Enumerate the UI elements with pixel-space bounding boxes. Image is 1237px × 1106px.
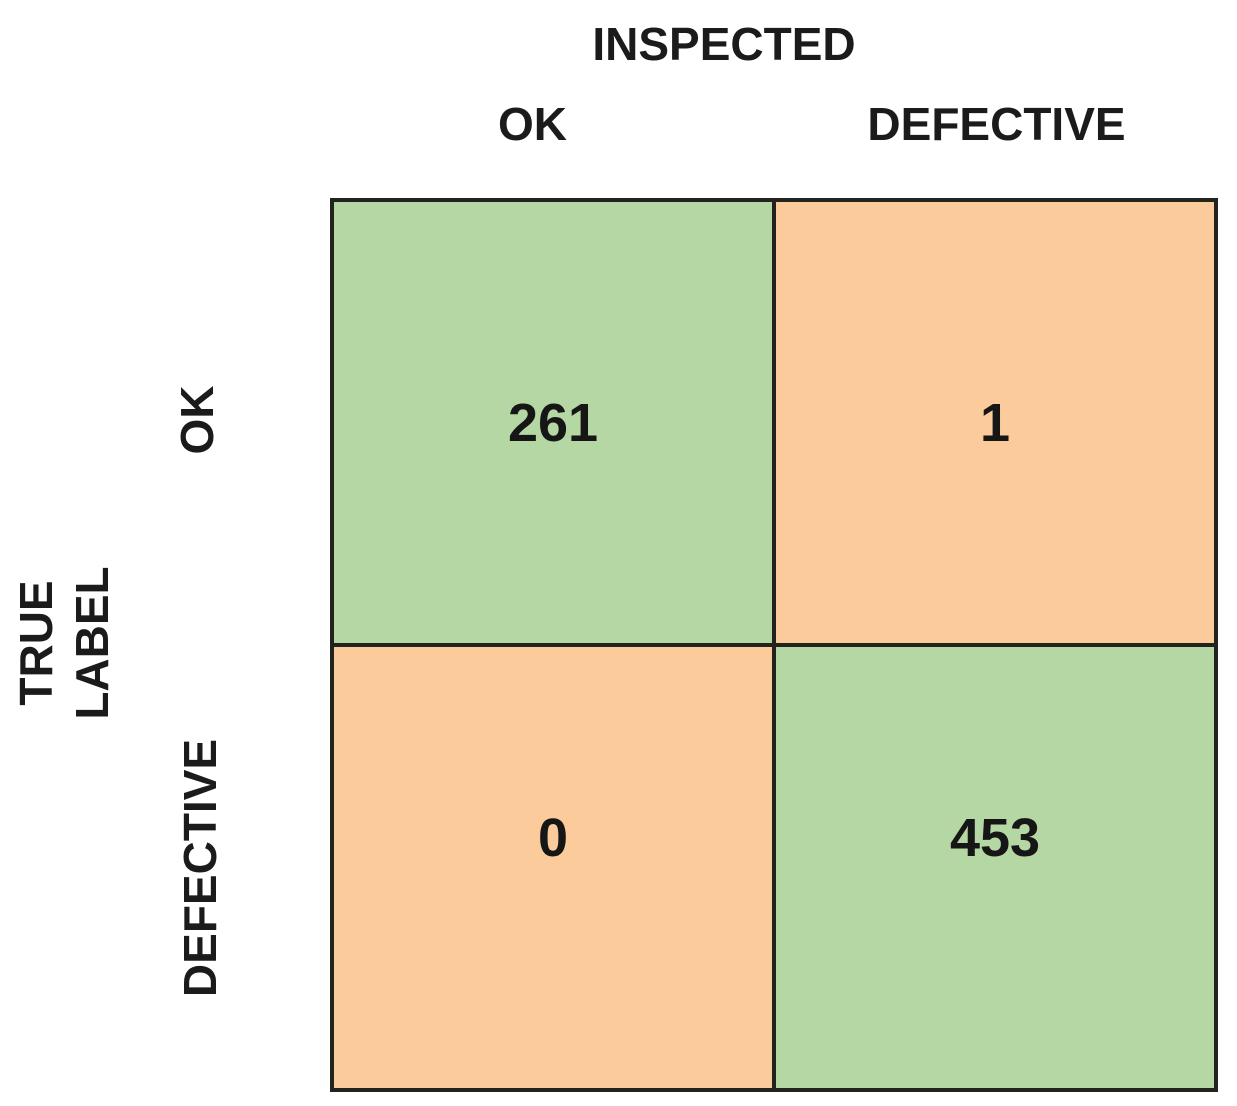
cell-true-defective-inspected-defective: 453 xyxy=(776,647,1214,1088)
cell-value: 453 xyxy=(949,807,1041,868)
y-axis-title: TRUE LABEL xyxy=(8,533,128,753)
y-axis-title-line-1: TRUE xyxy=(10,580,62,706)
row-header-defective: DEFECTIVE xyxy=(174,738,226,998)
cell-true-ok-inspected-ok: 261 xyxy=(334,202,772,643)
column-header-ok: OK xyxy=(498,98,567,150)
cell-value: 1 xyxy=(979,392,1011,453)
cell-true-defective-inspected-ok: 0 xyxy=(334,647,772,1088)
x-axis-title: INSPECTED xyxy=(592,18,856,70)
cell-value: 0 xyxy=(537,807,569,868)
matrix-grid: 261 1 0 453 xyxy=(330,198,1218,1092)
cell-true-ok-inspected-defective: 1 xyxy=(776,202,1214,643)
column-header-defective: DEFECTIVE xyxy=(867,98,1126,150)
y-axis-title-line-2: LABEL xyxy=(66,566,118,720)
cell-value: 261 xyxy=(507,392,599,453)
row-header-ok: OK xyxy=(171,385,223,455)
